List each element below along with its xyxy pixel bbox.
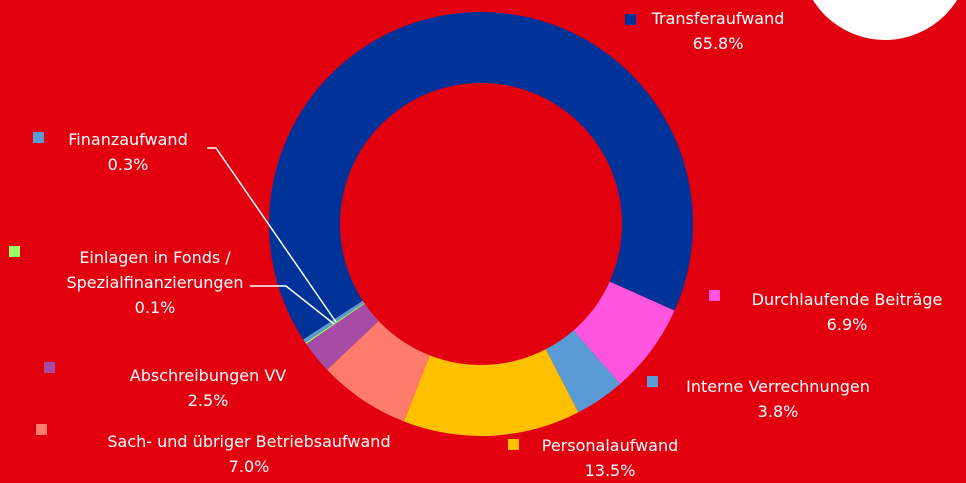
legend-swatch [9,246,20,257]
data-label: Durchlaufende Beiträge 6.9% [697,287,966,337]
value-label: 2.5% [187,391,229,410]
value-label: 3.8% [757,402,799,421]
category-label: Personalaufwand [541,436,679,455]
category-label: Interne Verrechnungen [686,377,870,396]
donut-segment [573,281,675,384]
category-label: Abschreibungen VV [129,366,287,385]
legend-swatch [647,376,658,387]
category-label: Transferaufwand [651,9,785,28]
data-label: Interne Verrechnungen 3.8% [628,374,928,424]
category-label: Durchlaufende Beiträge [751,290,943,309]
data-label: Personalaufwand 13.5% [460,433,760,483]
value-label: 0.1% [134,298,176,317]
donut-segment [305,303,365,344]
donut-segment [545,330,621,413]
value-label: 0.3% [107,155,149,174]
leader-line [250,285,335,325]
data-label: Einlagen in Fonds / Spezialfinanzierunge… [55,245,255,320]
data-label: Abschreibungen VV 2.5% [58,363,358,413]
donut-segment [327,320,430,422]
data-label: Sach- und übriger Betriebsaufwand 7.0% [49,429,449,479]
legend-swatch [508,439,519,450]
legend-swatch [709,290,720,301]
value-label: 65.8% [692,34,744,53]
decor-circle [812,0,958,40]
category-label: Sach- und übriger Betriebsaufwand [107,432,391,451]
value-label: 6.9% [826,315,868,334]
donut [269,12,693,436]
legend-swatch [625,14,636,25]
data-label: Finanzaufwand 0.3% [0,127,278,177]
value-label: 7.0% [228,457,270,476]
leader-line [207,147,337,323]
donut-segment [269,12,693,340]
category-label: Finanzaufwand [68,130,188,149]
legend-swatch [33,132,44,143]
donut-segment [403,349,579,436]
category-label: Einlagen in Fonds / Spezialfinanzierunge… [66,248,244,292]
donut-segment [306,303,379,370]
data-label: Transferaufwand 65.8% [568,6,868,56]
donut-segment [303,300,365,343]
value-label: 13.5% [584,461,636,480]
legend-swatch [44,362,55,373]
legend-swatch [36,424,47,435]
